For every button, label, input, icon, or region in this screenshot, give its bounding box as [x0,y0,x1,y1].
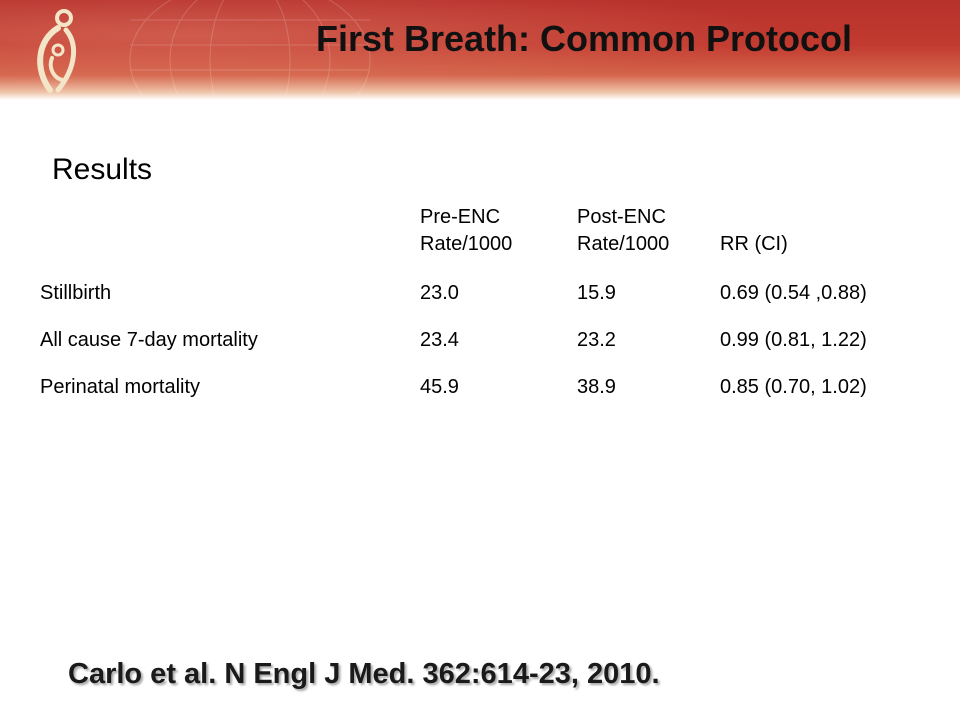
section-heading: Results [52,153,153,186]
column-header-rr: RR (CI) [720,200,920,258]
globe-grid-decoration [129,0,371,95]
table-row: Stillbirth 23.0 15.9 0.69 (0.54 ,0.88) [40,258,920,305]
cell-rr: 0.99 (0.81, 1.22) [720,329,867,351]
cell-outcome: All cause 7-day mortality [40,329,258,351]
column-header-line: Post-ENC [577,206,666,228]
column-header-post-enc: Post-ENC Rate/1000 [577,200,720,258]
results-table: Pre-ENC Rate/1000 Post-ENC Rate/1000 RR … [40,200,920,399]
cell-pre-rate: 45.9 [420,376,459,398]
cell-outcome: Stillbirth [40,282,112,304]
header-banner: First Breath: Common Protocol [0,0,960,100]
cell-post-rate: 15.9 [577,282,616,304]
mother-child-logo-icon [37,9,77,93]
column-header-outcome [40,200,420,258]
cell-pre-rate: 23.0 [420,282,459,304]
column-header-line: Rate/1000 [577,233,670,255]
table-header-row: Pre-ENC Rate/1000 Post-ENC Rate/1000 RR … [40,200,920,258]
column-header-line: Pre-ENC [420,206,501,228]
cell-post-rate: 38.9 [577,376,616,398]
citation-reference: Carlo et al. N Engl J Med. 362:614-23, 2… [68,658,660,690]
cell-rr: 0.85 (0.70, 1.02) [720,376,867,398]
cell-post-rate: 23.2 [577,329,616,351]
header-glow [0,0,960,100]
column-header-pre-enc: Pre-ENC Rate/1000 [420,200,577,258]
column-header-line: RR (CI) [720,233,788,255]
table-row: Perinatal mortality 45.9 38.9 0.85 (0.70… [40,352,920,399]
cell-rr: 0.69 (0.54 ,0.88) [720,282,867,304]
cell-pre-rate: 23.4 [420,329,459,351]
page-title: First Breath: Common Protocol [316,18,853,59]
table-row: All cause 7-day mortality 23.4 23.2 0.99… [40,305,920,352]
column-header-line: Rate/1000 [420,233,513,255]
cell-outcome: Perinatal mortality [40,376,201,398]
